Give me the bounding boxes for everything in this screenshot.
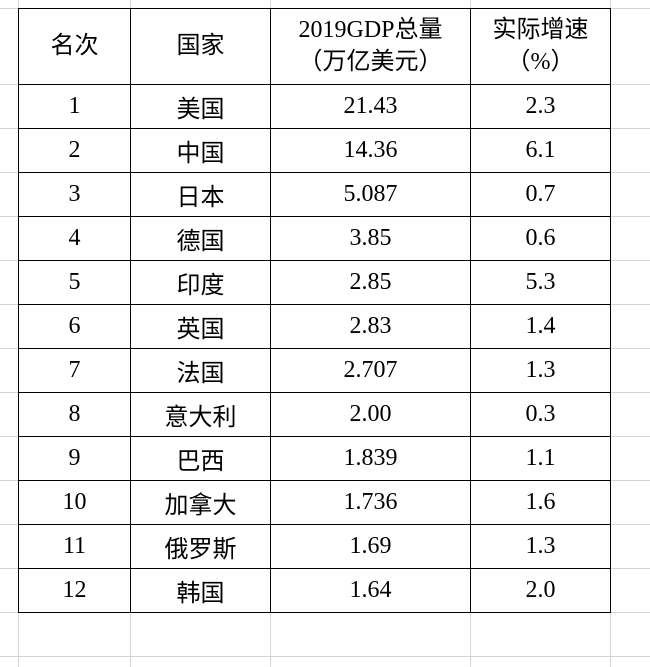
header-rank: 名次 <box>19 9 131 85</box>
gdp-ranking-table: 名次 国家 2019GDP总量 （万亿美元） 实际增速 （%） 1美国21.43… <box>18 8 611 613</box>
cell-gdp: 1.64 <box>271 569 471 613</box>
cell-rank: 6 <box>19 305 131 349</box>
cell-country: 加拿大 <box>131 481 271 525</box>
cell-growth: 1.4 <box>471 305 611 349</box>
cell-growth: 1.3 <box>471 525 611 569</box>
cell-gdp: 5.087 <box>271 173 471 217</box>
cell-growth: 5.3 <box>471 261 611 305</box>
cell-growth: 6.1 <box>471 129 611 173</box>
cell-country: 巴西 <box>131 437 271 481</box>
table-row: 7法国2.7071.3 <box>19 349 611 393</box>
header-gdp-line1: 2019GDP总量 <box>298 17 442 43</box>
header-gdp: 2019GDP总量 （万亿美元） <box>271 9 471 85</box>
cell-rank: 2 <box>19 129 131 173</box>
cell-gdp: 1.69 <box>271 525 471 569</box>
table-row: 3日本5.0870.7 <box>19 173 611 217</box>
cell-country: 印度 <box>131 261 271 305</box>
cell-gdp: 3.85 <box>271 217 471 261</box>
table-header-row: 名次 国家 2019GDP总量 （万亿美元） 实际增速 （%） <box>19 9 611 85</box>
cell-gdp: 1.736 <box>271 481 471 525</box>
table-row: 9巴西1.8391.1 <box>19 437 611 481</box>
table-row: 12韩国1.642.0 <box>19 569 611 613</box>
cell-gdp: 21.43 <box>271 85 471 129</box>
cell-rank: 8 <box>19 393 131 437</box>
cell-growth: 1.6 <box>471 481 611 525</box>
cell-country: 俄罗斯 <box>131 525 271 569</box>
cell-rank: 1 <box>19 85 131 129</box>
cell-rank: 11 <box>19 525 131 569</box>
table-row: 4德国3.850.6 <box>19 217 611 261</box>
cell-rank: 12 <box>19 569 131 613</box>
table-row: 1美国21.432.3 <box>19 85 611 129</box>
table-row: 10加拿大1.7361.6 <box>19 481 611 525</box>
header-growth-line2: （%） <box>507 49 575 75</box>
cell-gdp: 1.839 <box>271 437 471 481</box>
table-row: 2中国14.366.1 <box>19 129 611 173</box>
cell-gdp: 2.00 <box>271 393 471 437</box>
cell-rank: 3 <box>19 173 131 217</box>
cell-growth: 2.0 <box>471 569 611 613</box>
header-growth: 实际增速 （%） <box>471 9 611 85</box>
cell-rank: 9 <box>19 437 131 481</box>
cell-growth: 1.1 <box>471 437 611 481</box>
header-growth-line1: 实际增速 <box>493 17 589 43</box>
header-country: 国家 <box>131 9 271 85</box>
cell-country: 中国 <box>131 129 271 173</box>
cell-rank: 5 <box>19 261 131 305</box>
cell-gdp: 2.707 <box>271 349 471 393</box>
cell-rank: 4 <box>19 217 131 261</box>
table-row: 11俄罗斯1.691.3 <box>19 525 611 569</box>
cell-growth: 2.3 <box>471 85 611 129</box>
cell-country: 法国 <box>131 349 271 393</box>
cell-country: 德国 <box>131 217 271 261</box>
cell-country: 英国 <box>131 305 271 349</box>
table-row: 6英国2.831.4 <box>19 305 611 349</box>
table-row: 8意大利2.000.3 <box>19 393 611 437</box>
cell-country: 日本 <box>131 173 271 217</box>
cell-growth: 0.7 <box>471 173 611 217</box>
cell-gdp: 14.36 <box>271 129 471 173</box>
bg-gridline-horizontal <box>0 656 650 657</box>
cell-gdp: 2.85 <box>271 261 471 305</box>
cell-rank: 7 <box>19 349 131 393</box>
cell-growth: 1.3 <box>471 349 611 393</box>
cell-growth: 0.3 <box>471 393 611 437</box>
header-gdp-line2: （万亿美元） <box>298 49 442 75</box>
cell-country: 韩国 <box>131 569 271 613</box>
cell-growth: 0.6 <box>471 217 611 261</box>
cell-country: 美国 <box>131 85 271 129</box>
table-row: 5印度2.855.3 <box>19 261 611 305</box>
cell-rank: 10 <box>19 481 131 525</box>
cell-gdp: 2.83 <box>271 305 471 349</box>
cell-country: 意大利 <box>131 393 271 437</box>
